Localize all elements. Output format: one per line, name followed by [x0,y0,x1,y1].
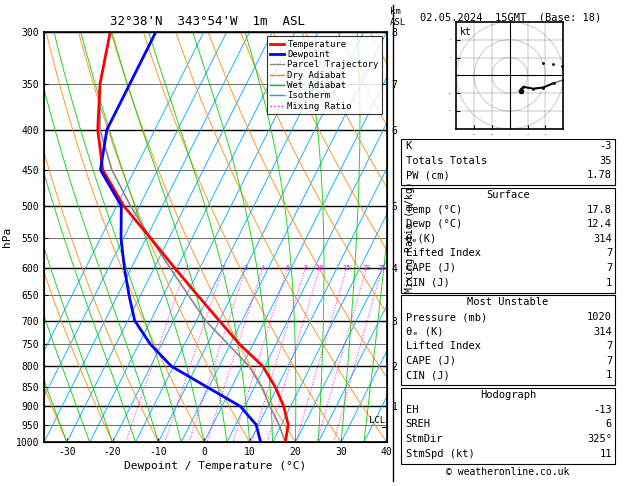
Y-axis label: Mixing Ratio (g/kg): Mixing Ratio (g/kg) [404,181,415,293]
Text: 3: 3 [243,265,248,271]
Text: 11: 11 [599,449,612,459]
Text: Surface: Surface [486,190,530,200]
Text: θₑ (K): θₑ (K) [406,327,443,337]
Text: Most Unstable: Most Unstable [467,297,548,308]
Text: 2: 2 [221,265,225,271]
Text: Hodograph: Hodograph [480,390,536,400]
Text: 6: 6 [606,419,612,430]
Text: StmSpd (kt): StmSpd (kt) [406,449,474,459]
Text: -13: -13 [593,405,612,415]
Text: 35: 35 [599,156,612,166]
Text: 1.78: 1.78 [587,170,612,180]
Legend: Temperature, Dewpoint, Parcel Trajectory, Dry Adiabat, Wet Adiabat, Isotherm, Mi: Temperature, Dewpoint, Parcel Trajectory… [267,36,382,114]
X-axis label: Dewpoint / Temperature (°C): Dewpoint / Temperature (°C) [125,461,306,471]
Text: CAPE (J): CAPE (J) [406,356,455,366]
Text: 20: 20 [362,265,370,271]
Text: 4: 4 [260,265,265,271]
Text: 17.8: 17.8 [587,205,612,215]
Text: 15: 15 [342,265,351,271]
Text: Dewp (°C): Dewp (°C) [406,219,462,229]
Text: kt: kt [460,27,471,37]
Text: CIN (J): CIN (J) [406,278,450,288]
Text: 6: 6 [285,265,289,271]
Text: -3: -3 [599,141,612,151]
Text: Lifted Index: Lifted Index [406,248,481,259]
Text: 8: 8 [303,265,308,271]
Text: K: K [406,141,412,151]
Text: θₑ(K): θₑ(K) [406,234,437,244]
Text: 1: 1 [606,278,612,288]
Text: EH: EH [406,405,418,415]
Text: 25: 25 [378,265,386,271]
Text: 7: 7 [606,248,612,259]
Text: Lifted Index: Lifted Index [406,341,481,351]
Text: 314: 314 [593,327,612,337]
Text: StmDir: StmDir [406,434,443,444]
Text: 10: 10 [316,265,324,271]
Text: 325°: 325° [587,434,612,444]
Text: 7: 7 [606,341,612,351]
Text: © weatheronline.co.uk: © weatheronline.co.uk [446,467,570,477]
Text: PW (cm): PW (cm) [406,170,450,180]
Y-axis label: hPa: hPa [1,227,11,247]
Text: 314: 314 [593,234,612,244]
Text: 02.05.2024  15GMT  (Base: 18): 02.05.2024 15GMT (Base: 18) [420,12,601,22]
Text: CIN (J): CIN (J) [406,370,450,381]
Text: 1020: 1020 [587,312,612,322]
Text: Temp (°C): Temp (°C) [406,205,462,215]
Text: LCL: LCL [369,417,386,425]
Text: 7: 7 [606,263,612,273]
Text: 12.4: 12.4 [587,219,612,229]
Text: 1: 1 [606,370,612,381]
Text: 32°38'N  343°54'W  1m  ASL: 32°38'N 343°54'W 1m ASL [110,15,305,28]
Text: Pressure (mb): Pressure (mb) [406,312,487,322]
Text: 7: 7 [606,356,612,366]
Text: SREH: SREH [406,419,431,430]
Text: km
ASL: km ASL [390,7,406,27]
Text: Totals Totals: Totals Totals [406,156,487,166]
Text: 1: 1 [184,265,188,271]
Text: CAPE (J): CAPE (J) [406,263,455,273]
